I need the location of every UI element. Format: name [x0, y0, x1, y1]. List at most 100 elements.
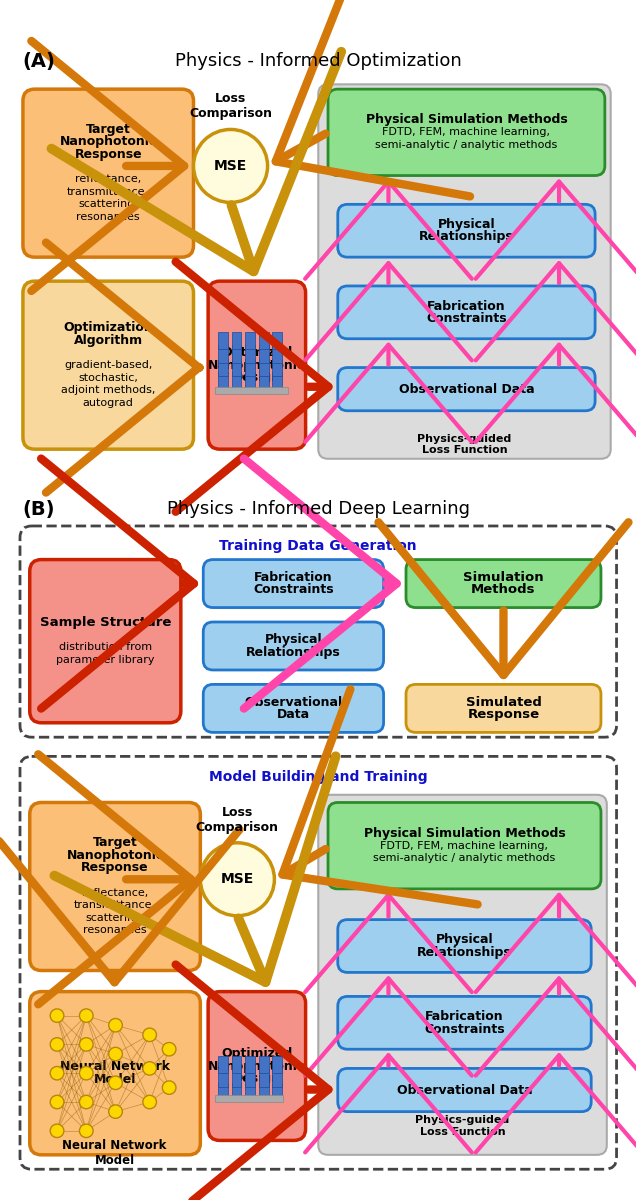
Text: Target: Target: [93, 836, 137, 850]
Circle shape: [80, 1038, 93, 1051]
Bar: [232, 1069, 241, 1087]
Text: Physical: Physical: [438, 218, 495, 232]
Text: Observational Data: Observational Data: [399, 383, 534, 396]
Text: resonances: resonances: [83, 925, 147, 935]
FancyBboxPatch shape: [338, 367, 595, 410]
FancyBboxPatch shape: [204, 684, 384, 732]
Text: Physical Simulation Methods: Physical Simulation Methods: [366, 113, 567, 126]
Text: Methods: Methods: [471, 583, 536, 596]
Circle shape: [80, 1009, 93, 1022]
Text: Response: Response: [74, 148, 142, 161]
FancyBboxPatch shape: [406, 684, 601, 732]
Text: Relationships: Relationships: [417, 946, 512, 959]
Text: Model Building and Training: Model Building and Training: [209, 770, 427, 784]
FancyBboxPatch shape: [23, 89, 193, 257]
Text: MSE: MSE: [221, 872, 254, 887]
Bar: [259, 1056, 268, 1073]
Text: Optimized: Optimized: [221, 1048, 293, 1060]
FancyBboxPatch shape: [30, 803, 200, 971]
Circle shape: [109, 1048, 122, 1061]
Text: Relationships: Relationships: [246, 646, 341, 659]
Bar: [245, 1056, 255, 1073]
Text: distribution from: distribution from: [59, 642, 152, 653]
FancyBboxPatch shape: [30, 559, 181, 722]
Bar: [259, 1082, 268, 1100]
Text: Physical: Physical: [436, 934, 494, 947]
FancyBboxPatch shape: [328, 89, 605, 175]
Bar: [232, 1056, 241, 1073]
Text: stochastic,: stochastic,: [78, 373, 138, 383]
FancyBboxPatch shape: [208, 281, 306, 449]
Text: Observational: Observational: [244, 696, 342, 709]
Circle shape: [80, 1096, 93, 1109]
Text: Optimized: Optimized: [221, 346, 293, 359]
FancyBboxPatch shape: [20, 526, 616, 737]
Text: Physical: Physical: [265, 634, 322, 647]
Circle shape: [162, 1081, 176, 1094]
Text: adjoint methods,: adjoint methods,: [61, 385, 155, 395]
Text: resonances: resonances: [76, 212, 140, 222]
FancyBboxPatch shape: [30, 991, 200, 1154]
Text: reflectance,: reflectance,: [75, 174, 141, 185]
FancyBboxPatch shape: [204, 559, 384, 607]
Bar: [232, 346, 241, 362]
Text: Fabrication: Fabrication: [425, 1010, 504, 1024]
Text: Observational Data: Observational Data: [397, 1084, 532, 1097]
Circle shape: [50, 1096, 64, 1109]
Bar: [272, 1082, 282, 1100]
Text: Simulation: Simulation: [463, 571, 544, 584]
Text: Data: Data: [277, 708, 310, 721]
Text: transmittance,: transmittance,: [67, 187, 149, 197]
Circle shape: [80, 1124, 93, 1138]
Text: Physics - Informed Deep Learning: Physics - Informed Deep Learning: [167, 500, 470, 518]
Circle shape: [109, 1019, 122, 1032]
FancyBboxPatch shape: [328, 803, 601, 889]
Text: Nanophotonic: Nanophotonic: [60, 136, 157, 149]
Text: Response: Response: [467, 708, 539, 721]
Bar: [218, 1082, 228, 1100]
Text: Sample Structure: Sample Structure: [39, 616, 171, 629]
Text: parameter library: parameter library: [56, 655, 155, 665]
Text: autograd: autograd: [83, 397, 134, 408]
Text: Algorithm: Algorithm: [74, 334, 142, 347]
Circle shape: [109, 1076, 122, 1090]
Text: Neural Network
Model: Neural Network Model: [62, 1139, 167, 1166]
Bar: [245, 372, 255, 390]
Bar: [215, 1096, 283, 1102]
Text: Relationships: Relationships: [419, 230, 514, 244]
Bar: [245, 332, 255, 349]
Text: Constraints: Constraints: [426, 312, 507, 325]
Text: Loss
Comparison: Loss Comparison: [189, 92, 272, 120]
Text: Nanophotonic: Nanophotonic: [66, 848, 163, 862]
Circle shape: [193, 130, 268, 203]
Bar: [259, 1069, 268, 1087]
Text: Design: Design: [233, 371, 281, 384]
Text: Constraints: Constraints: [424, 1022, 505, 1036]
FancyBboxPatch shape: [208, 991, 306, 1140]
FancyBboxPatch shape: [338, 1068, 591, 1111]
Circle shape: [50, 1038, 64, 1051]
FancyBboxPatch shape: [338, 919, 591, 972]
Bar: [215, 386, 288, 395]
Circle shape: [143, 1096, 156, 1109]
FancyBboxPatch shape: [338, 996, 591, 1049]
Text: Target: Target: [86, 122, 130, 136]
Bar: [218, 1069, 228, 1087]
Bar: [218, 372, 228, 390]
Bar: [259, 359, 268, 377]
Text: Physics-guided
Loss Function: Physics-guided Loss Function: [417, 433, 511, 455]
Text: MSE: MSE: [214, 158, 247, 173]
Circle shape: [50, 1009, 64, 1022]
Bar: [232, 359, 241, 377]
Bar: [245, 1082, 255, 1100]
Bar: [272, 1069, 282, 1087]
Bar: [245, 359, 255, 377]
Text: FDTD, FEM, machine learning,: FDTD, FEM, machine learning,: [380, 841, 548, 851]
Text: Loss
Comparison: Loss Comparison: [196, 806, 279, 834]
Bar: [218, 359, 228, 377]
Bar: [218, 346, 228, 362]
Bar: [245, 1069, 255, 1087]
Circle shape: [80, 1067, 93, 1080]
Text: scattering,: scattering,: [78, 199, 138, 209]
Text: Physics-guided
Loss Function: Physics-guided Loss Function: [415, 1115, 509, 1136]
